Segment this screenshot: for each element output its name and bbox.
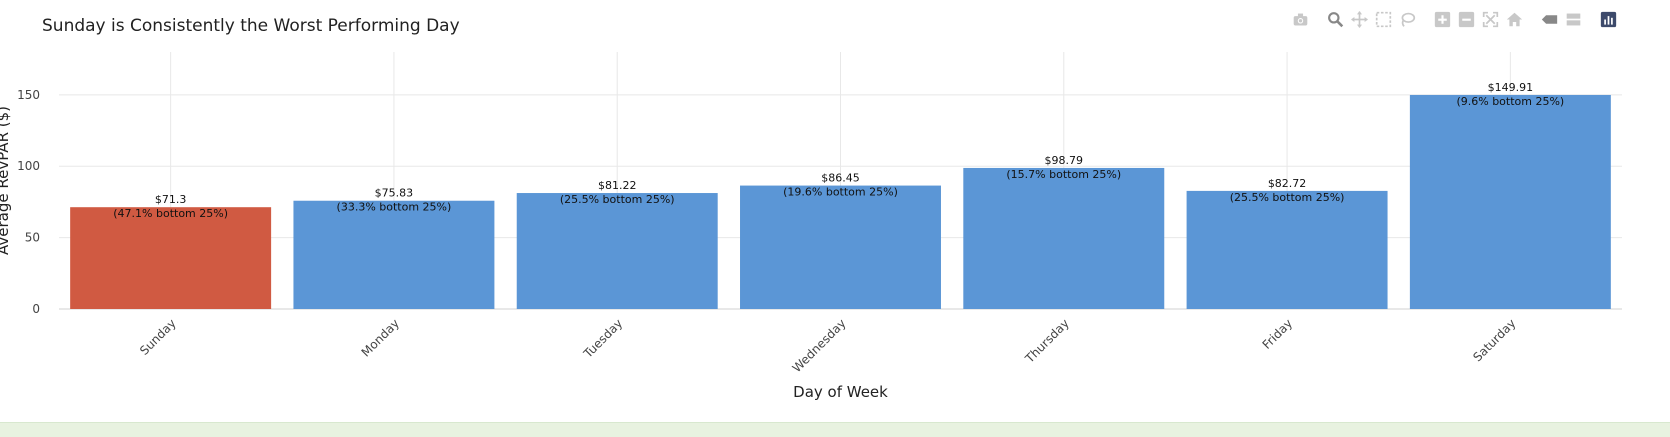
bar-sub-label: (25.5% bottom 25%): [1230, 191, 1345, 204]
bar-sub-label: (19.6% bottom 25%): [783, 186, 898, 199]
modebar-group-download: [1291, 10, 1310, 29]
value-label: $82.72: [1268, 177, 1307, 190]
y-tick-label: 100: [17, 159, 40, 173]
y-tick-label: 50: [25, 231, 40, 245]
bar-sub-label: (15.7% bottom 25%): [1006, 168, 1121, 181]
bar-sub-label: (47.1% bottom 25%): [113, 207, 228, 220]
bottom-strip: [0, 422, 1670, 437]
plotly-logo-icon[interactable]: [1599, 10, 1618, 29]
modebar-group-logo: [1599, 10, 1618, 29]
chart-title: Sunday is Consistently the Worst Perform…: [42, 16, 460, 36]
bar-thursday: [963, 167, 1165, 309]
modebar: [1281, 10, 1618, 29]
x-tick-label: Friday: [1260, 316, 1296, 352]
modebar-group-select: [1326, 10, 1417, 29]
lasso-select-icon[interactable]: [1398, 10, 1417, 29]
x-tick-label: Sunday: [137, 316, 179, 358]
y-tick-label: 150: [17, 88, 40, 102]
box-select-icon[interactable]: [1374, 10, 1393, 29]
chart-container: Sunday is Consistently the Worst Perform…: [0, 10, 1622, 401]
camera-icon[interactable]: [1291, 10, 1310, 29]
x-tick-label: Monday: [359, 316, 402, 359]
modebar-group-zoom: [1433, 10, 1524, 29]
value-label: $75.83: [375, 187, 414, 200]
x-tick-label: Saturday: [1470, 316, 1518, 364]
bar-monday: [293, 200, 495, 309]
y-axis-title: Average RevPAR ($): [0, 106, 12, 255]
modebar-group-hover: [1540, 10, 1583, 29]
x-tick-label: Tuesday: [580, 316, 625, 361]
bar-sub-label: (9.6% bottom 25%): [1456, 95, 1564, 108]
zoom-icon[interactable]: [1326, 10, 1345, 29]
value-label: $149.91: [1488, 81, 1534, 94]
value-label: $98.79: [1045, 154, 1084, 167]
autoscale-icon[interactable]: [1481, 10, 1500, 29]
y-tick-label: 0: [32, 302, 40, 316]
zoom-out-icon[interactable]: [1457, 10, 1476, 29]
bar-sunday: [70, 207, 272, 309]
x-tick-label: Thursday: [1022, 316, 1072, 366]
hover-compare-icon[interactable]: [1564, 10, 1583, 29]
x-axis-title: Day of Week: [793, 383, 888, 401]
value-label: $71.3: [155, 193, 187, 206]
bar-saturday: [1409, 94, 1611, 310]
reset-axes-icon[interactable]: [1505, 10, 1524, 29]
zoom-in-icon[interactable]: [1433, 10, 1452, 29]
bar-sub-label: (25.5% bottom 25%): [560, 193, 675, 206]
bar-tuesday: [516, 193, 718, 309]
x-tick-label: Wednesday: [790, 316, 849, 375]
value-label: $81.22: [598, 179, 637, 192]
value-label: $86.45: [821, 172, 860, 185]
bar-friday: [1186, 190, 1388, 309]
hover-closest-icon[interactable]: [1540, 10, 1559, 29]
bar-chart: Sunday is Consistently the Worst Perform…: [0, 16, 1622, 401]
bar-wednesday: [740, 185, 941, 309]
pan-icon[interactable]: [1350, 10, 1369, 29]
bar-sub-label: (33.3% bottom 25%): [337, 201, 452, 214]
